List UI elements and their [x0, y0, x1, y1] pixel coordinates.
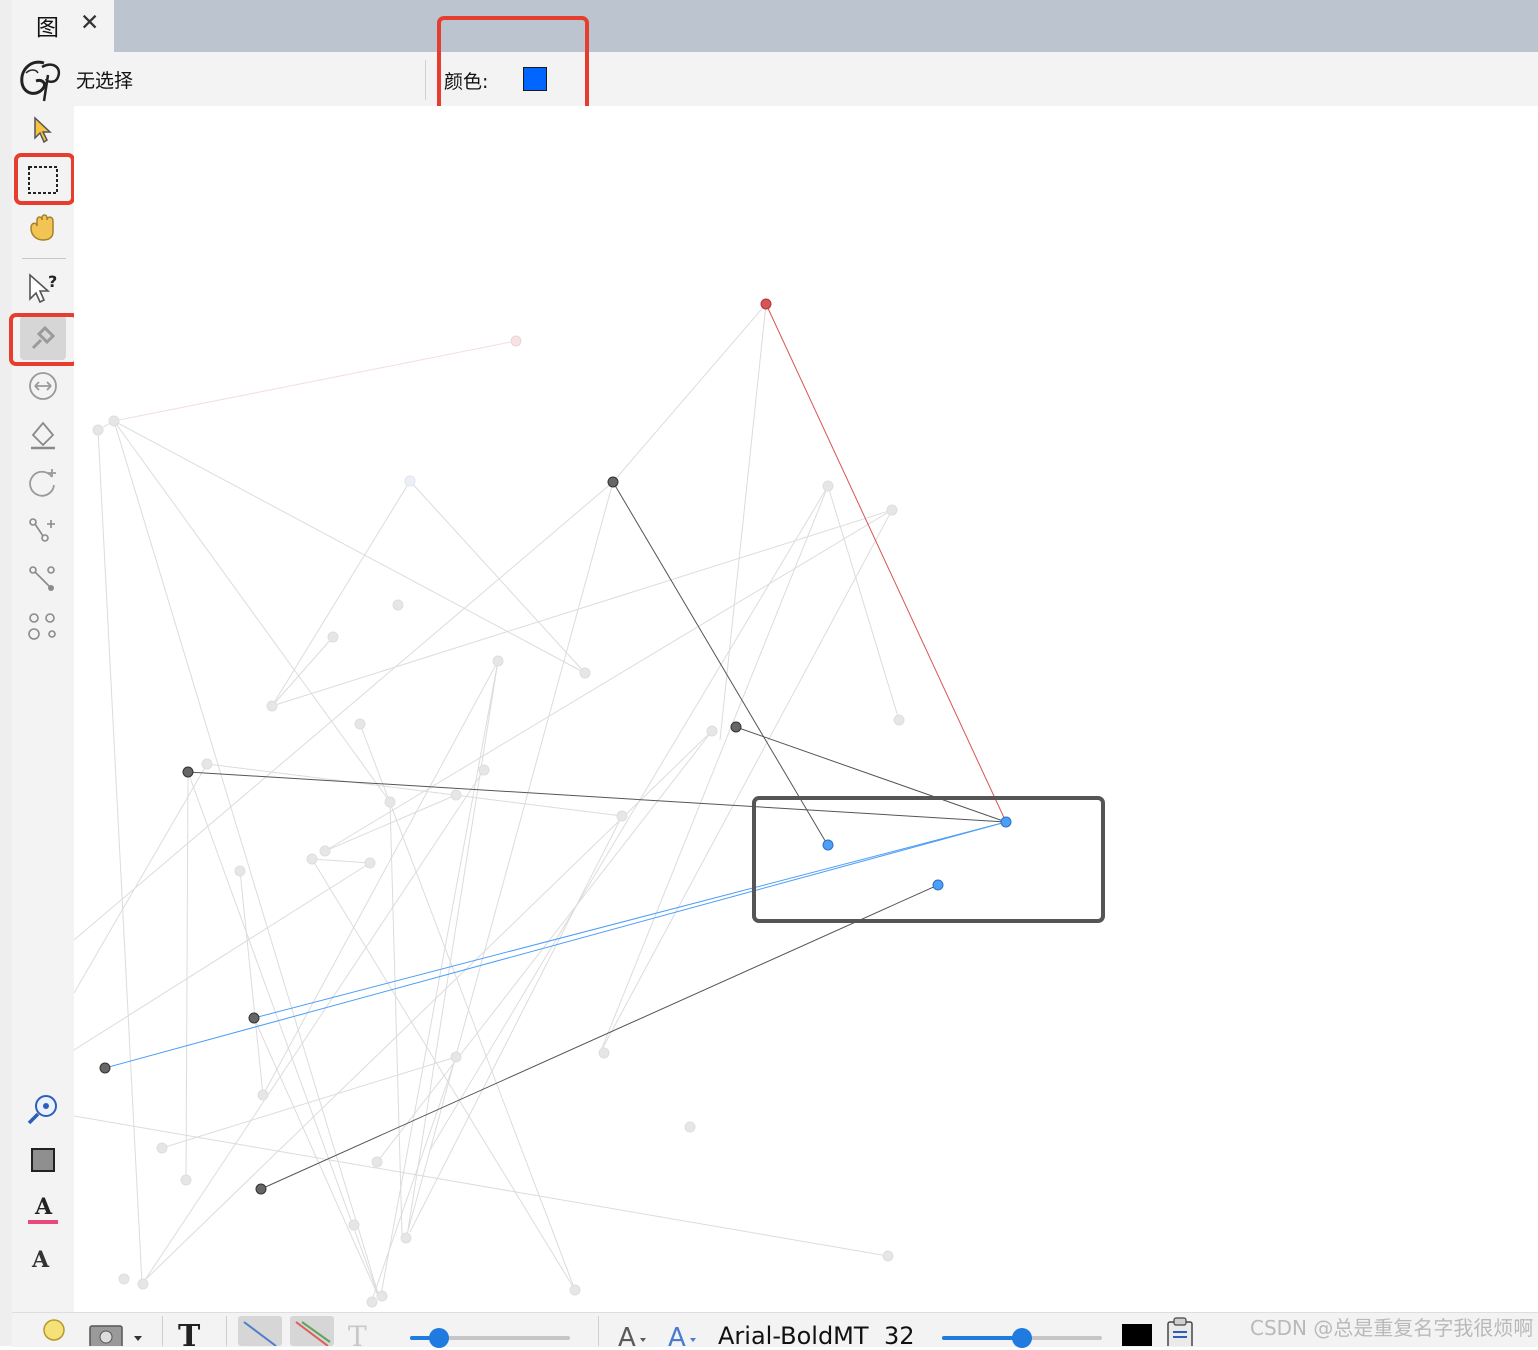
divider — [162, 1316, 163, 1346]
help-cursor-tool[interactable]: ? — [20, 266, 66, 310]
label-size-icon: A — [31, 1247, 50, 1273]
rectangle-select-icon — [28, 166, 58, 194]
help-cursor-icon: ? — [29, 272, 57, 304]
properties-bar — [12, 52, 1538, 106]
select-arrow-tool[interactable] — [20, 108, 66, 152]
close-icon[interactable]: ✕ — [80, 10, 100, 36]
label-color-tool[interactable]: A — [20, 1186, 66, 1230]
screenshot-icon — [89, 1325, 142, 1349]
graph-canvas[interactable] — [74, 106, 1538, 1312]
divider — [226, 1316, 227, 1346]
label-size-slider-fill — [410, 1336, 439, 1340]
annotation-highlight-brush-tool — [9, 313, 79, 366]
lightbulb-button[interactable] — [40, 1316, 68, 1350]
edge-color-icon — [295, 1321, 331, 1347]
svg-text:A: A — [668, 1323, 686, 1346]
paint-brush-icon — [31, 325, 56, 350]
svg-text:T: T — [178, 1319, 201, 1346]
color-label: 颜色: — [444, 71, 489, 93]
font-name-button[interactable]: Arial-BoldMT — [718, 1322, 869, 1350]
font-size-value: 32 — [884, 1322, 915, 1350]
gephi-logo — [14, 53, 68, 105]
svg-text:A: A — [34, 1194, 53, 1220]
text-bold-button[interactable]: T — [176, 1316, 210, 1350]
select-arrow-icon — [34, 116, 52, 144]
clipboard-button[interactable] — [1164, 1316, 1196, 1350]
zoom-center-icon — [27, 1095, 57, 1125]
annotation-highlight-rect-tool — [14, 153, 75, 205]
divider — [598, 1316, 599, 1346]
edge-line-icon — [243, 1321, 277, 1347]
add-edge-tool[interactable] — [20, 508, 66, 552]
add-edge-icon — [29, 518, 55, 542]
edge-color-button[interactable] — [290, 1316, 334, 1347]
label-size-slider[interactable] — [410, 1336, 570, 1340]
tab-graph[interactable] — [12, 0, 114, 52]
label-color-icon: A — [28, 1194, 58, 1224]
edge-weight-slider-knob[interactable] — [1012, 1328, 1032, 1348]
svg-text:A: A — [31, 1247, 50, 1273]
font-decrease-button[interactable]: A — [616, 1316, 650, 1350]
label-size-tool[interactable]: A — [20, 1236, 66, 1280]
rotate-tool[interactable] — [20, 460, 66, 504]
rectangle-select-tool[interactable] — [20, 158, 66, 202]
clipboard-icon — [1167, 1317, 1193, 1349]
watermark-text: CSDN @总是重复名字我很烦啊 — [1250, 1316, 1534, 1340]
screenshot-button[interactable] — [88, 1316, 148, 1350]
shortest-path-tool[interactable] — [20, 604, 66, 648]
text-bold-icon: T — [178, 1319, 201, 1350]
lightbulb-icon — [43, 1319, 65, 1341]
edge-line-button[interactable] — [238, 1316, 282, 1347]
rectangle-selection — [752, 796, 1105, 923]
paint-brush-tool[interactable] — [20, 316, 66, 360]
edge-label-button[interactable]: T — [346, 1316, 380, 1350]
drag-hand-icon — [30, 214, 54, 241]
color-picker-button[interactable] — [523, 67, 547, 91]
font-increase-button[interactable]: A — [666, 1316, 700, 1350]
drag-hand-tool[interactable] — [20, 206, 66, 250]
edge-weight-slider-fill — [942, 1336, 1022, 1340]
edge-pencil-icon — [29, 566, 55, 591]
edge-pencil-tool[interactable] — [20, 556, 66, 600]
shortest-path-icon — [28, 613, 56, 640]
paint-bucket-tool[interactable] — [20, 412, 66, 456]
selection-status: 无选择 — [76, 70, 134, 92]
edge-label-icon: T — [348, 1320, 367, 1350]
svg-text:?: ? — [48, 272, 57, 291]
resize-tool[interactable] — [20, 364, 66, 408]
resize-icon — [29, 372, 57, 400]
svg-text:A: A — [618, 1323, 636, 1346]
font-decrease-icon: A — [618, 1323, 646, 1350]
label-size-slider-knob[interactable] — [429, 1328, 449, 1348]
background-color-icon — [31, 1148, 55, 1172]
zoom-center-tool[interactable] — [20, 1088, 66, 1132]
paint-bucket-icon — [31, 421, 55, 450]
background-color-tool[interactable] — [20, 1138, 66, 1182]
font-increase-icon: A — [668, 1323, 696, 1350]
rotate-icon — [29, 469, 56, 497]
text-color-button[interactable] — [1122, 1324, 1152, 1346]
tab-title: 图 — [36, 15, 59, 41]
svg-text:T: T — [348, 1320, 367, 1346]
divider — [425, 60, 426, 100]
toolbar-divider — [22, 258, 66, 259]
tab-bar — [12, 0, 1538, 52]
